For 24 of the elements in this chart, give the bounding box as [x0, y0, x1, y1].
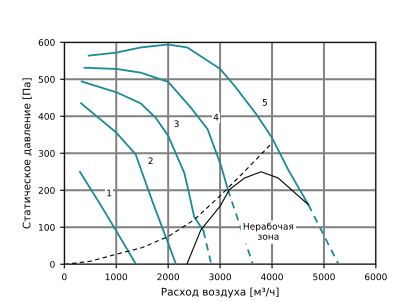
x-tick-label: 6000 — [365, 273, 387, 280]
y-tick-label: 300 — [38, 150, 55, 157]
x-tick-label: 1000 — [106, 273, 128, 280]
y-tick-label: 100 — [39, 224, 55, 231]
y-tick-label: 600 — [38, 39, 55, 46]
annotation: 1 — [107, 190, 112, 196]
annotation: 5 — [262, 99, 267, 106]
x-tick-label: 0 — [62, 273, 67, 280]
x-tick-label: 3000 — [209, 273, 231, 280]
x-axis-title: Расход воздуха [м³/ч] — [162, 288, 278, 298]
annotation: Нерабочая зона — [244, 222, 294, 240]
x-tick-label: 2000 — [157, 273, 180, 280]
x-tick-label: 5000 — [313, 273, 335, 280]
line-series — [78, 170, 137, 264]
annotation: 2 — [148, 157, 153, 164]
line-series — [80, 102, 177, 264]
y-tick-label: 400 — [38, 113, 55, 120]
y-tick-label: 0 — [50, 260, 55, 268]
annotation: 3 — [174, 120, 179, 128]
y-axis-title: Статическое давление [Па] — [22, 78, 32, 229]
y-tick-label: 200 — [38, 186, 55, 194]
y-tick-label: 500 — [38, 76, 55, 83]
x-tick-label: 4000 — [260, 273, 283, 280]
annotation: 4 — [214, 114, 218, 120]
